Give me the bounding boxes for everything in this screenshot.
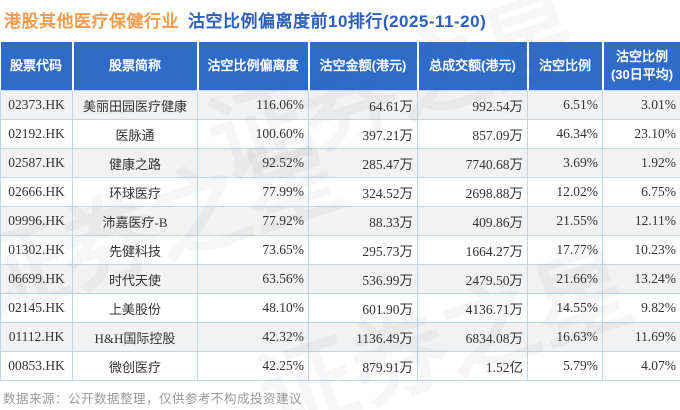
cell-code: 02666.HK xyxy=(0,177,73,207)
cell-short-amount: 285.47万 xyxy=(308,148,418,178)
table-row: 09996.HK 沛嘉医疗-B 77.92% 88.33万 409.86万 21.55% 1… xyxy=(0,206,680,236)
title-industry: 港股其他医疗保健行业 xyxy=(4,12,179,31)
table-row: 02666.HK 环球医疗 77.99% 324.52万 2698.88万 12.02% 6… xyxy=(0,177,680,207)
cell-short-ratio: 5.79% xyxy=(527,351,603,381)
cell-turnover: 992.54万 xyxy=(417,90,528,120)
cell-deviation: 116.06% xyxy=(197,90,309,120)
cell-turnover: 7740.68万 xyxy=(417,148,528,178)
cell-short-ratio-30d: 23.10% xyxy=(602,119,680,149)
cell-turnover: 4136.71万 xyxy=(417,293,528,323)
cell-short-ratio-30d: 10.23% xyxy=(602,235,680,265)
cell-code: 01112.HK xyxy=(0,322,73,352)
cell-turnover: 1.52亿 xyxy=(417,351,528,381)
cell-deviation: 42.25% xyxy=(197,351,309,381)
cell-short-amount: 536.99万 xyxy=(308,264,418,294)
cell-turnover: 1664.27万 xyxy=(417,235,528,265)
cell-short-amount: 324.52万 xyxy=(308,177,418,207)
header-row: 股票代码 股票简称 沽空比例偏离度 沽空金额(港元) 总成交额(港元) 沽空比例… xyxy=(0,42,680,91)
cell-name: 沛嘉医疗-B xyxy=(72,206,198,236)
cell-code: 09996.HK xyxy=(0,206,73,236)
cell-name: 美丽田园医疗健康 xyxy=(72,90,198,120)
cell-deviation: 77.92% xyxy=(197,206,309,236)
title-main: 沽空比例偏离度前10排行(2025-11-20) xyxy=(188,12,487,31)
header-short-ratio-30d: 沽空比例 (30日平均) xyxy=(602,42,680,91)
cell-name: 微创医疗 xyxy=(72,351,198,381)
cell-short-amount: 397.21万 xyxy=(308,119,418,149)
cell-short-ratio-30d: 9.82% xyxy=(602,293,680,323)
table-row: 02587.HK 健康之路 92.52% 285.47万 7740.68万 3.69% 1.… xyxy=(0,148,680,178)
table-row: 01112.HK H&H国际控股 42.32% 1136.49万 6834.08万 16.… xyxy=(0,322,680,352)
table-row: 02192.HK 医脉通 100.60% 397.21万 857.09万 46.34% 23… xyxy=(0,119,680,149)
cell-deviation: 63.56% xyxy=(197,264,309,294)
cell-short-ratio-30d: 12.11% xyxy=(602,206,680,236)
header-turnover: 总成交额(港元) xyxy=(417,42,529,91)
table-body: 02373.HK 美丽田园医疗健康 116.06% 64.61万 992.54万 6.51… xyxy=(0,90,680,381)
table-row: 02373.HK 美丽田园医疗健康 116.06% 64.61万 992.54万 6.51… xyxy=(0,90,680,120)
cell-name: 上美股份 xyxy=(72,293,198,323)
cell-short-ratio: 21.55% xyxy=(527,206,603,236)
cell-code: 00853.HK xyxy=(0,351,73,381)
cell-short-amount: 1136.49万 xyxy=(308,322,418,352)
page-title: 港股其他医疗保健行业 沽空比例偏离度前10排行(2025-11-20) xyxy=(4,7,676,32)
cell-turnover: 857.09万 xyxy=(417,119,528,149)
cell-short-ratio: 16.63% xyxy=(527,322,603,352)
header-short-amount: 沽空金额(港元) xyxy=(308,42,419,91)
header-deviation: 沽空比例偏离度 xyxy=(197,42,310,91)
cell-short-ratio-30d: 3.01% xyxy=(602,90,680,120)
cell-deviation: 42.32% xyxy=(197,322,309,352)
cell-turnover: 2479.50万 xyxy=(417,264,528,294)
cell-short-ratio: 12.02% xyxy=(527,177,603,207)
cell-short-ratio-30d: 6.75% xyxy=(602,177,680,207)
cell-deviation: 100.60% xyxy=(197,119,309,149)
cell-short-ratio-30d: 11.69% xyxy=(602,322,680,352)
cell-code: 06699.HK xyxy=(0,264,73,294)
cell-name: 健康之路 xyxy=(72,148,198,178)
cell-short-amount: 88.33万 xyxy=(308,206,418,236)
cell-short-amount: 879.91万 xyxy=(308,351,418,381)
cell-name: 环球医疗 xyxy=(72,177,198,207)
header-short-ratio: 沽空比例 xyxy=(527,42,604,91)
cell-deviation: 73.65% xyxy=(197,235,309,265)
table-row: 01302.HK 先健科技 73.65% 295.73万 1664.27万 17.77% 1… xyxy=(0,235,680,265)
cell-deviation: 77.99% xyxy=(197,177,309,207)
cell-turnover: 2698.88万 xyxy=(417,177,528,207)
cell-code: 02587.HK xyxy=(0,148,73,178)
header-code: 股票代码 xyxy=(0,42,74,91)
cell-short-amount: 601.90万 xyxy=(308,293,418,323)
cell-turnover: 6834.08万 xyxy=(417,322,528,352)
data-source-note: 数据来源：公开数据整理，仅供参考不构成投资建议 xyxy=(3,392,303,406)
cell-short-ratio-30d: 13.24% xyxy=(602,264,680,294)
cell-code: 02145.HK xyxy=(0,293,73,323)
header-name: 股票简称 xyxy=(72,42,199,91)
ranking-table: 股票代码 股票简称 沽空比例偏离度 沽空金额(港元) 总成交额(港元) 沽空比例… xyxy=(0,42,680,381)
cell-short-ratio: 17.77% xyxy=(527,235,603,265)
cell-deviation: 48.10% xyxy=(197,293,309,323)
cell-short-ratio: 3.69% xyxy=(527,148,603,178)
cell-short-ratio: 46.34% xyxy=(527,119,603,149)
cell-code: 02373.HK xyxy=(0,90,73,120)
cell-short-ratio: 6.51% xyxy=(527,90,603,120)
table-header: 股票代码 股票简称 沽空比例偏离度 沽空金额(港元) 总成交额(港元) 沽空比例… xyxy=(0,42,680,91)
cell-name: 时代天使 xyxy=(72,264,198,294)
cell-name: H&H国际控股 xyxy=(72,322,198,352)
cell-code: 02192.HK xyxy=(0,119,73,149)
cell-short-amount: 295.73万 xyxy=(308,235,418,265)
cell-short-ratio-30d: 1.92% xyxy=(602,148,680,178)
cell-short-amount: 64.61万 xyxy=(308,90,418,120)
table-row: 06699.HK 时代天使 63.56% 536.99万 2479.50万 21.66% 1… xyxy=(0,264,680,294)
cell-turnover: 409.86万 xyxy=(417,206,528,236)
cell-deviation: 92.52% xyxy=(197,148,309,178)
table-row: 02145.HK 上美股份 48.10% 601.90万 4136.71万 14.55% 9… xyxy=(0,293,680,323)
cell-name: 先健科技 xyxy=(72,235,198,265)
table-row: 00853.HK 微创医疗 42.25% 879.91万 1.52亿 5.79% 4.07% xyxy=(0,351,680,381)
cell-short-ratio-30d: 4.07% xyxy=(602,351,680,381)
cell-short-ratio: 14.55% xyxy=(527,293,603,323)
cell-name: 医脉通 xyxy=(72,119,198,149)
cell-short-ratio: 21.66% xyxy=(527,264,603,294)
cell-code: 01302.HK xyxy=(0,235,73,265)
